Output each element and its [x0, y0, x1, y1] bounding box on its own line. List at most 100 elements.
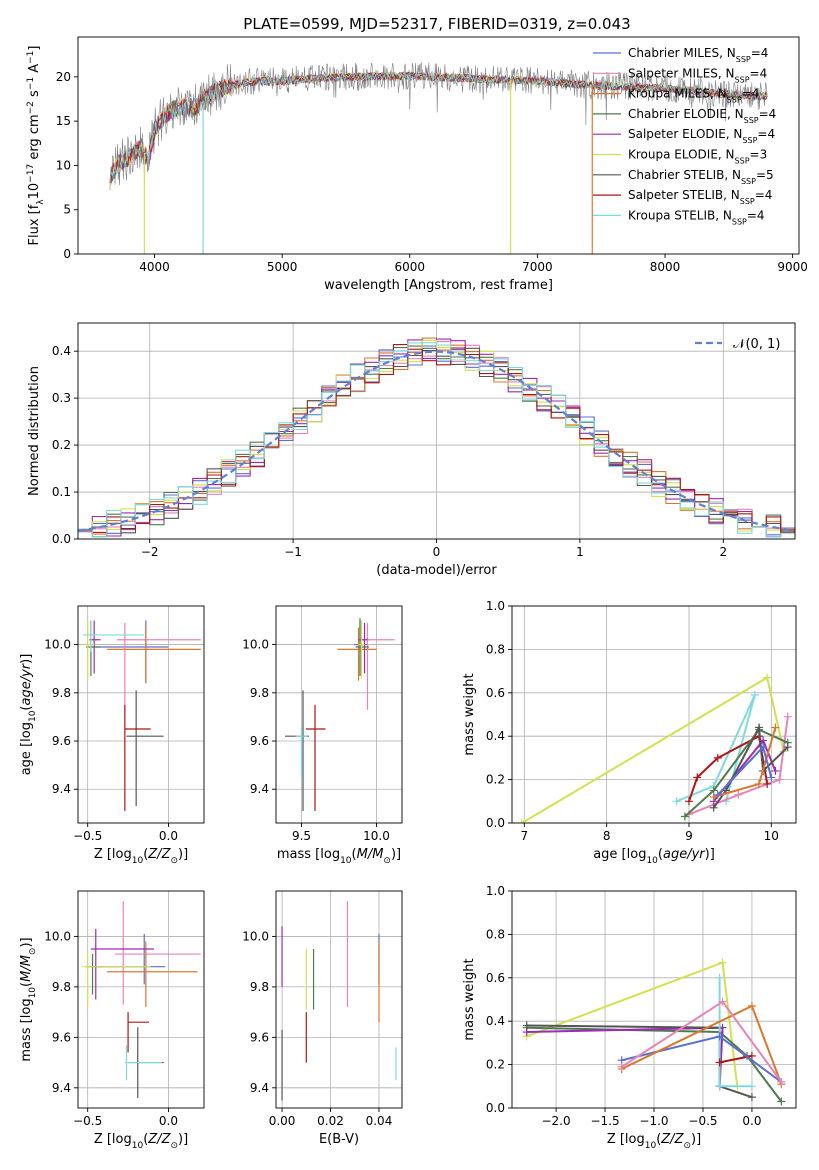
- x-tick-label: 7000: [522, 260, 553, 274]
- mass-weight-marker: [718, 958, 727, 967]
- legend-label: Chabrier STELIB, NSSP=5: [628, 168, 774, 186]
- axes-frame: [275, 890, 403, 1109]
- y-tick-label: 15: [56, 114, 71, 128]
- y-tick-label: 0.4: [486, 729, 505, 743]
- axes-frame: [77, 605, 205, 824]
- mass-weight-marker: [747, 1093, 756, 1102]
- mass-weight-marker: [715, 973, 724, 982]
- x-tick-label: 0.0: [159, 829, 178, 843]
- y-tick-label: 0.1: [52, 485, 71, 499]
- mass-weight-marker: [750, 690, 759, 699]
- y-tick-label: 9.6: [250, 1030, 269, 1044]
- residual-legend: 𝒩(0, 1): [695, 337, 780, 352]
- age-vs-metallicity-panel: −0.5 0.0 9.4 9.6 9.8 10.0 Z [log10(Z/Z⊙)] age […: [19, 605, 205, 866]
- mass-weight-marker: [718, 997, 727, 1006]
- y-tick-label: 0.2: [486, 773, 505, 787]
- y-tick-label: 0.0: [52, 532, 71, 546]
- legend-label: Kroupa MILES, NSSP=4: [628, 87, 759, 105]
- mass-vs-metallicity-panel: −0.5 0.0 9.4 9.6 9.8 10.0 Z [log10(Z/Z⊙)] mass …: [19, 890, 205, 1151]
- x-tick-label: 9: [685, 829, 693, 843]
- age-vs-mass-panel: 9.5 10.0 9.4 9.6 9.8 10.0 mass [log10(M/M⊙)]: [242, 605, 403, 866]
- residual-histogram-step: [78, 338, 795, 538]
- weight-vs-age-panel: 7 8 9 10 0.0 0.2 0.4 0.6 0.8 1.0 age [log10(age/yr…: [462, 599, 797, 866]
- y-tick-label: 5: [63, 203, 71, 217]
- y-tick-label: 10.0: [44, 929, 71, 943]
- y-axis-label: mass weight: [462, 673, 477, 755]
- y-tick-label: 0.2: [52, 438, 71, 452]
- mass-weight-marker: [734, 790, 743, 799]
- x-axis-label: mass [log10(M/M⊙)]: [277, 847, 401, 866]
- y-tick-label: 1.0: [486, 599, 505, 613]
- y-tick-label: 0.6: [486, 971, 505, 985]
- mass-weight-marker: [747, 1051, 756, 1060]
- y-tick-label: 9.8: [250, 686, 269, 700]
- y-tick-label: 9.8: [250, 980, 269, 994]
- legend-label: Kroupa ELODIE, NSSP=3: [628, 148, 767, 166]
- x-axis-label: (data-model)/error: [376, 563, 497, 578]
- y-axis-label: Flux [fλ10−17 erg cm−2 s−1 A−1]: [26, 46, 46, 246]
- legend-label: Chabrier MILES, NSSP=4: [628, 46, 768, 64]
- legend-label: Salpeter MILES, NSSP=4: [628, 66, 767, 84]
- x-tick-label: 6000: [395, 260, 426, 274]
- residual-histogram-step: [78, 344, 795, 534]
- spectrum-legend: Chabrier MILES, NSSP=4 Salpeter MILES, NS…: [593, 46, 776, 226]
- mass-weight-marker: [759, 743, 768, 752]
- plot-marks: [78, 337, 795, 538]
- plot-marks: [517, 673, 792, 823]
- mass-weight-marker: [709, 792, 718, 801]
- mass-weight-marker: [684, 797, 693, 806]
- spectrum-panel: 4000 5000 6000 7000 8000 9000 0 5 10 15 20 waveleng…: [26, 36, 808, 293]
- mass-weight-marker: [777, 1077, 786, 1086]
- x-axis-label: age [log10(age/yr)]: [593, 847, 715, 866]
- mass-weight-marker: [680, 812, 689, 821]
- x-tick-label: 0.04: [366, 1114, 393, 1128]
- mass-weight-marker: [763, 779, 772, 788]
- axes-frame: [77, 890, 205, 1109]
- mass-weight-marker: [747, 1002, 756, 1011]
- x-axis-label: E(B-V): [319, 1132, 359, 1147]
- x-tick-label: 8: [603, 829, 611, 843]
- y-tick-label: 9.4: [52, 1081, 71, 1095]
- legend-label: Kroupa STELIB, NSSP=4: [628, 208, 765, 226]
- plot-area: [78, 37, 799, 254]
- plot-marks: [281, 901, 397, 1101]
- y-tick-label: 0.2: [486, 1058, 505, 1072]
- axes-frame: [275, 605, 403, 824]
- mass-weight-marker: [783, 743, 792, 752]
- x-tick-label: −1: [284, 545, 302, 559]
- y-tick-label: 9.6: [52, 1030, 71, 1044]
- x-tick-label: 8000: [650, 260, 681, 274]
- weight-vs-metallicity-panel: −2.0 −1.5 −1.0 −0.5 0.0 0.0 0.2 0.4 0.6 0.8 1.0 Z […: [462, 884, 797, 1151]
- plot-marks: [82, 901, 201, 1098]
- mass-weight-marker: [783, 712, 792, 721]
- residual-histogram-panel: −2 −1 0 1 2 0.0 0.1 0.2 0.3 0.4 (data-model)/error…: [27, 322, 796, 578]
- x-tick-label: 9000: [777, 260, 808, 274]
- figure-title: PLATE=0599, MJD=52317, FIBERID=0319, z=0…: [243, 15, 630, 33]
- x-tick-label: −0.5: [688, 1114, 717, 1128]
- plot-area: [276, 606, 402, 823]
- plot-area: [512, 606, 796, 823]
- mass-weight-marker: [763, 673, 772, 682]
- x-tick-label: 1: [576, 545, 584, 559]
- model-spectrum-line: [109, 70, 768, 183]
- mass-weight-marker: [715, 1082, 724, 1091]
- x-tick-label: 0.00: [269, 1114, 296, 1128]
- x-tick-label: −1.0: [639, 1114, 668, 1128]
- y-axis-label: mass [log10(M/M⊙)]: [19, 937, 38, 1061]
- x-tick-label: 0.0: [742, 1114, 761, 1128]
- y-tick-label: 10: [56, 158, 71, 172]
- y-tick-label: 10.0: [242, 638, 269, 652]
- legend-label: Salpeter ELODIE, NSSP=4: [628, 127, 775, 145]
- observed-spectrum-line: [109, 62, 768, 191]
- residual-histogram-step: [78, 347, 795, 534]
- y-tick-label: 0.4: [486, 1014, 505, 1028]
- mass-weight-marker: [713, 790, 722, 799]
- y-tick-label: 0.3: [52, 391, 71, 405]
- plot-area: [276, 891, 402, 1108]
- x-axis-label: Z [log10(Z/Z⊙)]: [607, 1132, 701, 1151]
- y-tick-label: 0.8: [486, 642, 505, 656]
- y-tick-label: 0.0: [486, 816, 505, 830]
- y-tick-label: 0: [63, 247, 71, 261]
- y-tick-label: 10.0: [44, 638, 71, 652]
- x-tick-label: −2: [141, 545, 159, 559]
